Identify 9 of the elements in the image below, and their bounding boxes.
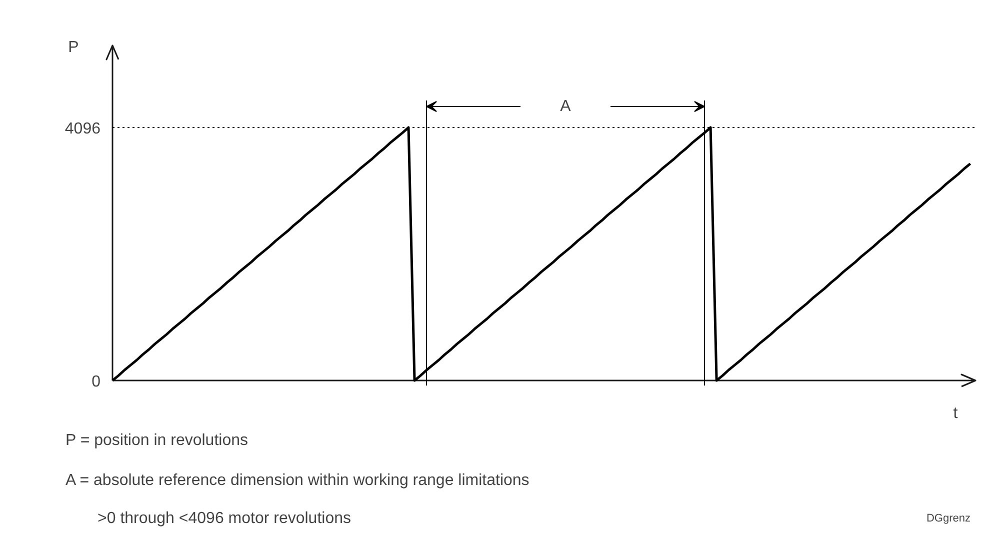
annotation: A (560, 98, 572, 115)
text: DGgrenz (926, 512, 971, 524)
text: P = position in revolutions (66, 432, 248, 449)
x-axis-title: t (953, 405, 958, 422)
text: >0 through <4096 motor revolutions (98, 510, 351, 527)
y-axis-title: P (68, 39, 79, 56)
text: A = absolute reference dimension within working range limitations (66, 472, 530, 489)
y-tick-label: 4096 (64, 120, 101, 138)
y-tick-label: 0 (92, 374, 101, 390)
